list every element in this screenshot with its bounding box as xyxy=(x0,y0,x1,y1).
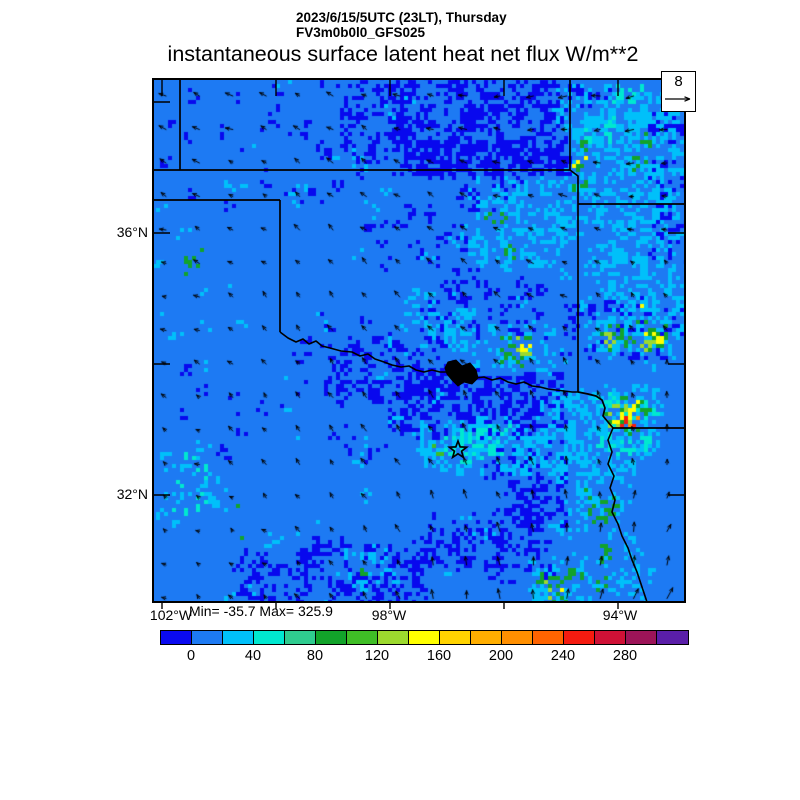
colorbar-segment xyxy=(161,631,192,644)
colorbar-tick-label: 200 xyxy=(488,648,514,664)
colorbar-segment xyxy=(564,631,595,644)
colorbar-segment xyxy=(471,631,502,644)
colorbar-tick-label: 80 xyxy=(306,648,324,664)
colorbar xyxy=(160,630,689,645)
colorbar-segment xyxy=(378,631,409,644)
colorbar-segment xyxy=(595,631,626,644)
colorbar-tick-label: 240 xyxy=(550,648,576,664)
colorbar-segment xyxy=(409,631,440,644)
colorbar-segment xyxy=(626,631,657,644)
colorbar-tick-label: 0 xyxy=(186,648,196,664)
colorbar-segment xyxy=(316,631,347,644)
wind-reference-value: 8 xyxy=(674,73,683,90)
colorbar-tick-label: 40 xyxy=(244,648,262,664)
colorbar-segment xyxy=(192,631,223,644)
colorbar-tick-label: 160 xyxy=(426,648,452,664)
colorbar-segment xyxy=(254,631,285,644)
wind-reference-arrow-icon xyxy=(665,96,691,102)
minmax-label: Min= -35.7 Max= 325.9 xyxy=(189,603,333,619)
colorbar-segment xyxy=(533,631,564,644)
lon-tick-label: 94°W xyxy=(602,607,638,623)
colorbar-tick-label: 120 xyxy=(364,648,390,664)
colorbar-segment xyxy=(347,631,378,644)
lat-tick-label: 36°N xyxy=(116,224,148,240)
colorbar-segment xyxy=(657,631,688,644)
colorbar-segment xyxy=(502,631,533,644)
colorbar-segment xyxy=(285,631,316,644)
lon-tick-label: 98°W xyxy=(371,607,407,623)
colorbar-segment xyxy=(440,631,471,644)
colorbar-segment xyxy=(223,631,254,644)
lat-tick-label: 32°N xyxy=(116,486,148,502)
colorbar-tick-label: 280 xyxy=(612,648,638,664)
lon-tick-label: 102°W xyxy=(149,607,193,623)
wind-reference-box: 8 xyxy=(661,71,696,112)
